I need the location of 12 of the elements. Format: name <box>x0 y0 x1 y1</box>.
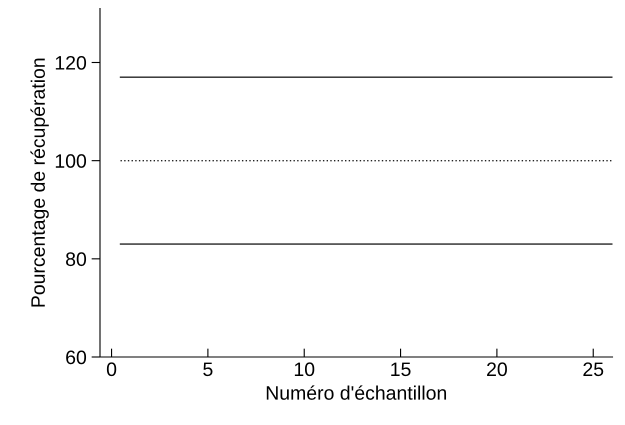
x-tick-label: 20 <box>487 362 507 376</box>
x-tick-label: 0 <box>106 362 116 376</box>
y-tick-label: 80 <box>66 252 86 266</box>
y-tick-label: 60 <box>66 350 86 364</box>
x-axis-title: Numéro d'échantillon <box>266 385 446 400</box>
x-tick-label: 5 <box>203 362 212 376</box>
x-tick-label: 10 <box>294 362 314 376</box>
y-axis-title: Pourcentage de récupération <box>30 58 49 307</box>
x-tick-label: 25 <box>583 362 604 376</box>
y-tick-label: 100 <box>56 154 86 168</box>
x-tick-label: 15 <box>391 362 411 376</box>
y-tick-label: 120 <box>56 56 86 70</box>
